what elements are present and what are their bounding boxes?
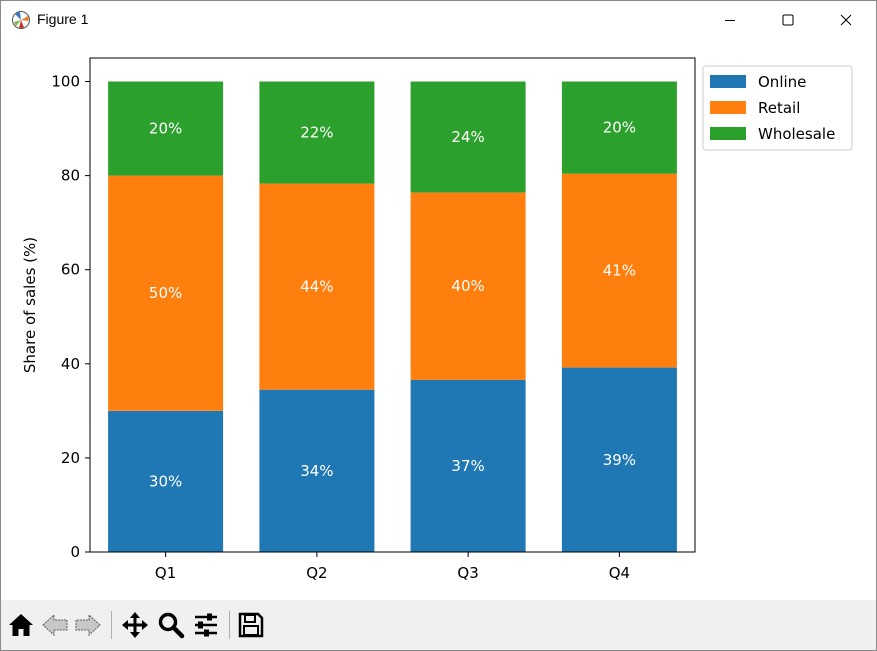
configure-subplots-icon (195, 613, 217, 637)
y-tick-label: 40 (61, 355, 80, 373)
y-tick-label: 80 (61, 167, 80, 185)
x-tick-label: Q2 (306, 564, 327, 582)
bar-retail-q3 (410, 192, 526, 380)
matplotlib-logo-icon (12, 11, 30, 29)
home-icon (9, 614, 33, 636)
data-label: 34% (300, 462, 333, 480)
data-label: 44% (300, 278, 333, 296)
y-tick-label: 20 (61, 449, 80, 467)
home-button[interactable] (5, 609, 37, 641)
pan-move-icon (122, 612, 148, 638)
maximize-button[interactable] (759, 1, 817, 38)
minimize-button[interactable] (701, 1, 759, 38)
bar-wholesale-q1 (108, 81, 224, 176)
legend-label-online: Online (758, 73, 806, 91)
y-axis-label: Share of sales (%) (21, 237, 39, 373)
minimize-icon (725, 19, 735, 21)
title-bar: Figure 1 (1, 1, 876, 38)
bar-retail-q2 (259, 183, 375, 390)
window-title: Figure 1 (37, 11, 89, 27)
pan-button[interactable] (119, 609, 151, 641)
legend-swatch-wholesale (710, 127, 746, 140)
back-button[interactable] (39, 609, 71, 641)
figure-canvas: 30% 50% 20% 34% 44% 22% 37% 40% 24% 39% 41% 20% 0 20 4… (1, 38, 876, 600)
back-arrow-icon (42, 613, 68, 637)
bar-online-q3 (410, 379, 526, 552)
data-label: 39% (603, 451, 636, 469)
bar-retail-q1 (108, 175, 224, 411)
bar-online-q1 (108, 410, 224, 552)
data-label: 41% (603, 262, 636, 280)
data-label: 50% (149, 284, 182, 302)
bar-online-q4 (561, 367, 677, 552)
legend-swatch-retail (710, 101, 746, 114)
save-button[interactable] (235, 609, 267, 641)
save-floppy-icon (238, 612, 264, 638)
axes-frame (89, 57, 696, 553)
bar-retail-q4 (561, 173, 677, 368)
data-label: 20% (149, 120, 182, 138)
legend-swatch-online (710, 75, 746, 88)
close-button[interactable] (817, 1, 875, 38)
forward-arrow-icon (75, 613, 101, 637)
y-tick-label: 0 (70, 543, 80, 561)
x-tick-label: Q1 (155, 564, 176, 582)
maximize-icon (782, 14, 794, 25)
bar-wholesale-q3 (410, 81, 526, 193)
navigation-toolbar (1, 600, 876, 650)
bar-wholesale-q2 (259, 81, 375, 184)
data-label: 22% (300, 124, 333, 142)
data-label: 20% (603, 119, 636, 137)
bar-wholesale-q4 (561, 81, 677, 174)
toolbar-separator (111, 611, 112, 639)
close-icon (840, 14, 852, 25)
data-label: 30% (149, 472, 182, 490)
y-tick-label: 60 (61, 261, 80, 279)
bar-online-q2 (259, 389, 375, 552)
legend-label-retail: Retail (758, 99, 800, 117)
configure-subplots-button[interactable] (190, 609, 222, 641)
stacked-bar-chart: 30% 50% 20% 34% 44% 22% 37% 40% 24% 39% 41% 20% 0 20 4… (21, 57, 853, 582)
zoom-magnifier-icon (158, 612, 185, 639)
x-tick-label: Q3 (457, 564, 478, 582)
zoom-button[interactable] (155, 609, 187, 641)
toolbar-separator (229, 611, 230, 639)
data-label: 40% (451, 277, 484, 295)
legend-label-wholesale: Wholesale (758, 125, 835, 143)
forward-button[interactable] (72, 609, 104, 641)
data-label: 24% (451, 128, 484, 146)
y-tick-label: 100 (51, 73, 80, 91)
x-tick-label: Q4 (609, 564, 630, 582)
data-label: 37% (451, 457, 484, 475)
